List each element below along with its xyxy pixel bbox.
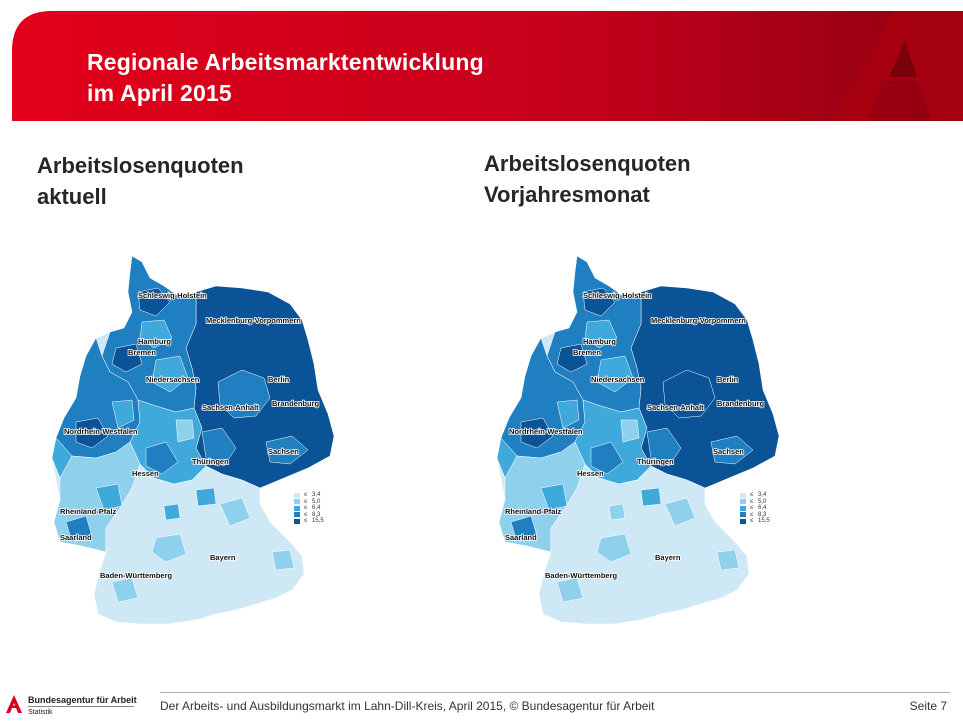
legend-row: ≤ 3,4 (294, 492, 324, 499)
footer-divider (160, 692, 950, 693)
legend-symbol: ≤ (304, 492, 308, 498)
right-heading-line2: Vorjahresmonat (484, 182, 650, 207)
legend-symbol: ≤ (304, 498, 308, 505)
legend-swatch (740, 492, 746, 498)
legend-value: 3,4 (758, 492, 767, 498)
legend-symbol: ≤ (750, 492, 754, 498)
legend-value: 5,0 (758, 498, 767, 505)
label-hessen: Hessen (577, 469, 604, 478)
legend-swatch (294, 518, 300, 524)
germany-map-previous-year: Schleswig-Holstein Hamburg Mecklenburg-V… (496, 255, 780, 625)
legend-value: 8,3 (312, 511, 321, 518)
legend-row: ≤ 3,4 (740, 492, 770, 499)
label-hamburg: Hamburg (138, 337, 171, 346)
legend-symbol: ≤ (304, 518, 308, 524)
legend-symbol: ≤ (304, 505, 308, 511)
map-current: Schleswig-Holstein Hamburg Mecklenburg-V… (46, 252, 346, 642)
label-saarland: Saarland (505, 533, 537, 542)
map-previous-year: Schleswig-Holstein Hamburg Mecklenburg-V… (491, 252, 791, 642)
page-title: Regionale Arbeitsmarktentwicklung im Apr… (87, 47, 484, 109)
legend-value: 3,4 (312, 492, 321, 498)
legend-row: ≤ 5,0 (294, 499, 324, 506)
footer-source: Der Arbeits- und Ausbildungsmarkt im Lah… (160, 699, 655, 713)
legend-value: 6,4 (758, 505, 767, 511)
label-bremen: Bremen (573, 348, 601, 357)
label-sachsen-anhalt: Sachsen-Anhalt (202, 403, 259, 412)
label-bayern: Bayern (655, 553, 681, 562)
label-rheinland-pfalz: Rheinland-Pfalz (505, 507, 562, 516)
legend-symbol: ≤ (750, 498, 754, 505)
label-schleswig-holstein: Schleswig-Holstein (583, 291, 652, 300)
legend-row: ≤ 8,3 (294, 512, 324, 519)
label-nordrhein-westfalen: Nordrhein-Westfalen (509, 427, 583, 436)
germany-map-current: Schleswig-Holstein Hamburg Mecklenburg-V… (51, 255, 335, 625)
legend-symbol: ≤ (750, 505, 754, 511)
label-berlin: Berlin (268, 375, 290, 384)
legend-symbol: ≤ (750, 511, 754, 518)
left-heading-line2: aktuell (37, 184, 107, 209)
label-bremen: Bremen (128, 348, 156, 357)
label-bayern: Bayern (210, 553, 236, 562)
legend-row: ≤ 6,4 (740, 505, 770, 512)
label-niedersachsen: Niedersachsen (591, 375, 645, 384)
legend-value: 15,5 (758, 518, 770, 524)
label-sachsen: Sachsen (268, 447, 299, 456)
legend-swatch (294, 499, 300, 505)
legend-swatch (294, 505, 300, 511)
label-thueringen: Thüringen (192, 457, 229, 466)
label-saarland: Saarland (60, 533, 92, 542)
label-schleswig-holstein: Schleswig-Holstein (138, 291, 207, 300)
header-banner-graphic (12, 11, 963, 121)
legend-symbol: ≤ (750, 518, 754, 524)
logo-divider (28, 706, 134, 707)
legend-row: ≤ 6,4 (294, 505, 324, 512)
label-rheinland-pfalz: Rheinland-Pfalz (60, 507, 117, 516)
left-heading-line1: Arbeitslosenquoten (37, 153, 244, 178)
header-banner: Regionale Arbeitsmarktentwicklung im Apr… (12, 11, 963, 121)
label-hamburg: Hamburg (583, 337, 616, 346)
legend-value: 15,5 (312, 518, 324, 524)
label-nordrhein-westfalen: Nordrhein-Westfalen (64, 427, 138, 436)
legend-symbol: ≤ (304, 511, 308, 518)
label-brandenburg: Brandenburg (272, 399, 320, 408)
legend-swatch (740, 505, 746, 511)
legend-row: ≤ 5,0 (740, 499, 770, 506)
right-panel-heading: Arbeitslosenquoten Vorjahresmonat (484, 148, 691, 210)
label-mecklenburg-vorpommern: Mecklenburg-Vorpommern (651, 316, 746, 325)
legend-value: 5,0 (312, 498, 321, 505)
legend-value: 6,4 (312, 505, 321, 511)
legend-row: ≤ 8,3 (740, 512, 770, 519)
legend-swatch (294, 492, 300, 498)
label-baden-wuerttemberg: Baden-Württemberg (100, 571, 173, 580)
label-mecklenburg-vorpommern: Mecklenburg-Vorpommern (206, 316, 301, 325)
legend-row: ≤ 15,5 (294, 518, 324, 525)
left-panel-heading: Arbeitslosenquoten aktuell (37, 150, 244, 212)
label-thueringen: Thüringen (637, 457, 674, 466)
label-hessen: Hessen (132, 469, 159, 478)
label-brandenburg: Brandenburg (717, 399, 765, 408)
legend-swatch (740, 518, 746, 524)
legend-swatch (740, 512, 746, 518)
label-niedersachsen: Niedersachsen (146, 375, 200, 384)
logo-name: Bundesagentur für Arbeit (28, 695, 137, 705)
label-berlin: Berlin (717, 375, 739, 384)
legend-swatch (740, 499, 746, 505)
page-number: Seite 7 (909, 699, 947, 713)
footer-logo: Bundesagentur für Arbeit Statistik (4, 694, 154, 722)
label-baden-wuerttemberg: Baden-Württemberg (545, 571, 618, 580)
label-sachsen-anhalt: Sachsen-Anhalt (647, 403, 704, 412)
page-title-line1: Regionale Arbeitsmarktentwicklung (87, 49, 484, 75)
legend-current: ≤ 3,4 ≤ 5,0 ≤ 6,4 ≤ 8,3 ≤ 15,5 (294, 492, 324, 525)
ba-logo-icon (6, 695, 22, 713)
right-heading-line1: Arbeitslosenquoten (484, 151, 691, 176)
legend-row: ≤ 15,5 (740, 518, 770, 525)
legend-previous-year: ≤ 3,4 ≤ 5,0 ≤ 6,4 ≤ 8,3 ≤ 15,5 (740, 492, 770, 525)
label-sachsen: Sachsen (713, 447, 744, 456)
legend-swatch (294, 512, 300, 518)
page-title-line2: im April 2015 (87, 80, 232, 106)
logo-subtitle: Statistik (28, 709, 53, 716)
legend-value: 8,3 (758, 511, 767, 518)
